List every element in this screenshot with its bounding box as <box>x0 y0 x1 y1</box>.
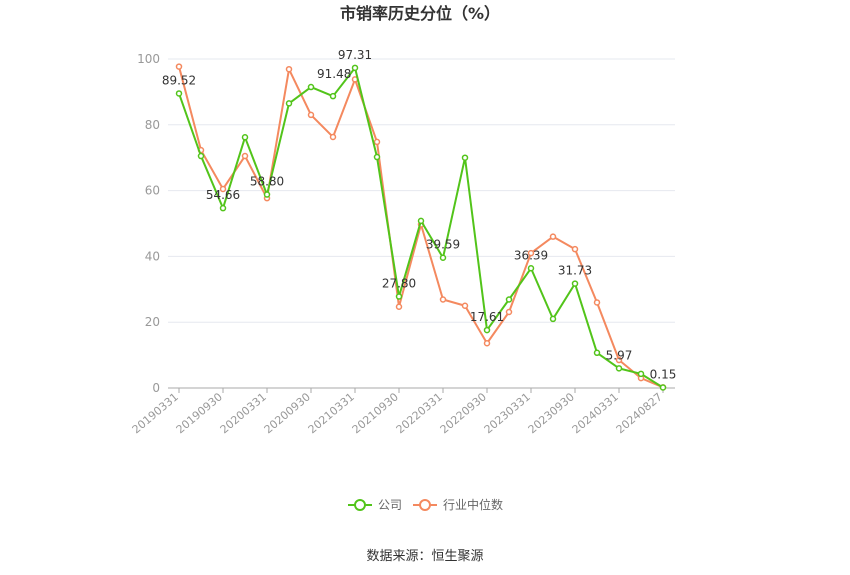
x-tick-label: 20210331 <box>306 390 357 436</box>
x-tick-label: 20240827 <box>614 390 665 436</box>
series-0-point <box>241 134 249 141</box>
x-axis: 2019033120190930202003312020093020210331… <box>130 387 675 436</box>
y-tick-label: 0 <box>152 381 160 395</box>
series-1-point <box>615 356 623 364</box>
series-0-point <box>549 315 557 323</box>
source-text: 数据来源：恒生聚源 <box>366 549 483 564</box>
data-label: 91.48 <box>317 67 351 81</box>
legend[interactable]: 公司 行业中位数 <box>348 497 503 512</box>
x-tick-label: 20220331 <box>394 390 445 436</box>
chart-title: 市销率历史分位（%） <box>340 4 500 23</box>
series-1-point <box>505 308 513 316</box>
x-tick-label: 20240331 <box>570 390 621 436</box>
series-0-point <box>329 92 337 100</box>
series-0-point <box>439 254 447 261</box>
series-0-point <box>263 191 271 198</box>
series-0-point <box>285 100 293 107</box>
x-tick-label: 20230930 <box>526 390 577 436</box>
legend-marker <box>354 499 366 511</box>
series-0-point <box>461 154 469 161</box>
data-labels: 89.52 54.66 58.80 91.48 97.31 27.80 39.59 17.61… <box>162 48 677 382</box>
series-1-point <box>395 303 403 310</box>
series-0-point <box>527 265 535 272</box>
x-tick-label: 20200331 <box>218 390 269 436</box>
series-0-point <box>593 349 601 357</box>
data-label: 17.61 <box>470 310 504 324</box>
series-1-point <box>241 152 249 160</box>
data-label: 39.59 <box>426 238 460 252</box>
series-1-point <box>549 233 557 240</box>
series-1-point <box>373 138 381 146</box>
y-tick-label: 60 <box>145 184 160 198</box>
x-tick-label: 20190331 <box>130 390 181 436</box>
series-0-point <box>351 64 359 72</box>
series-0-point <box>571 280 579 287</box>
x-tick-label: 20220930 <box>438 390 489 436</box>
series-1-point <box>439 296 447 303</box>
data-label: 0.15 <box>650 368 677 382</box>
series-0-point <box>417 217 425 225</box>
data-label: 36.39 <box>514 248 548 262</box>
series-0-point <box>373 153 381 161</box>
data-label: 5.97 <box>606 348 633 362</box>
series-0-point <box>175 90 183 97</box>
y-tick-label: 100 <box>137 52 160 66</box>
y-tick-label: 20 <box>145 315 160 329</box>
series-1-point <box>285 65 293 73</box>
y-axis-ticks: 0 20 40 60 80 100 <box>137 52 160 395</box>
x-tick-label: 20200930 <box>262 390 313 436</box>
series-1-point <box>593 299 601 306</box>
legend-label: 公司 <box>378 498 402 512</box>
data-label: 89.52 <box>162 73 196 87</box>
series-0-point <box>505 296 513 303</box>
x-tick-label: 20190930 <box>174 390 225 436</box>
series-1-point <box>307 111 315 119</box>
y-tick-label: 40 <box>145 249 160 263</box>
data-label: 27.80 <box>382 277 416 291</box>
series-1-point <box>219 185 227 193</box>
legend-marker <box>419 499 431 511</box>
x-tick-label: 20230331 <box>482 390 533 436</box>
data-label: 97.31 <box>338 48 372 62</box>
legend-item-1[interactable]: 行业中位数 <box>413 497 503 512</box>
series-1-point <box>329 133 337 141</box>
series-0-point <box>219 204 227 212</box>
series-0-point <box>395 293 403 300</box>
series-0-point <box>659 384 667 391</box>
series-0-point <box>483 326 491 334</box>
series-layer <box>175 63 667 391</box>
legend-item-0[interactable]: 公司 <box>348 498 402 512</box>
y-tick-label: 80 <box>145 118 160 132</box>
series-1-point <box>571 245 579 253</box>
series-1-point <box>527 249 535 257</box>
series-1-point <box>483 340 491 347</box>
series-1-point <box>461 302 469 309</box>
data-label: 54.66 <box>206 188 240 202</box>
legend-label: 行业中位数 <box>443 497 503 512</box>
series-1-point <box>175 63 183 70</box>
data-label: 58.80 <box>250 175 284 189</box>
series-0-point <box>615 365 623 372</box>
series-0-point <box>197 152 205 160</box>
series-0-point <box>637 370 645 378</box>
data-label: 31.73 <box>558 264 592 278</box>
series-0-point <box>307 83 315 91</box>
x-tick-label: 20210930 <box>350 390 401 436</box>
